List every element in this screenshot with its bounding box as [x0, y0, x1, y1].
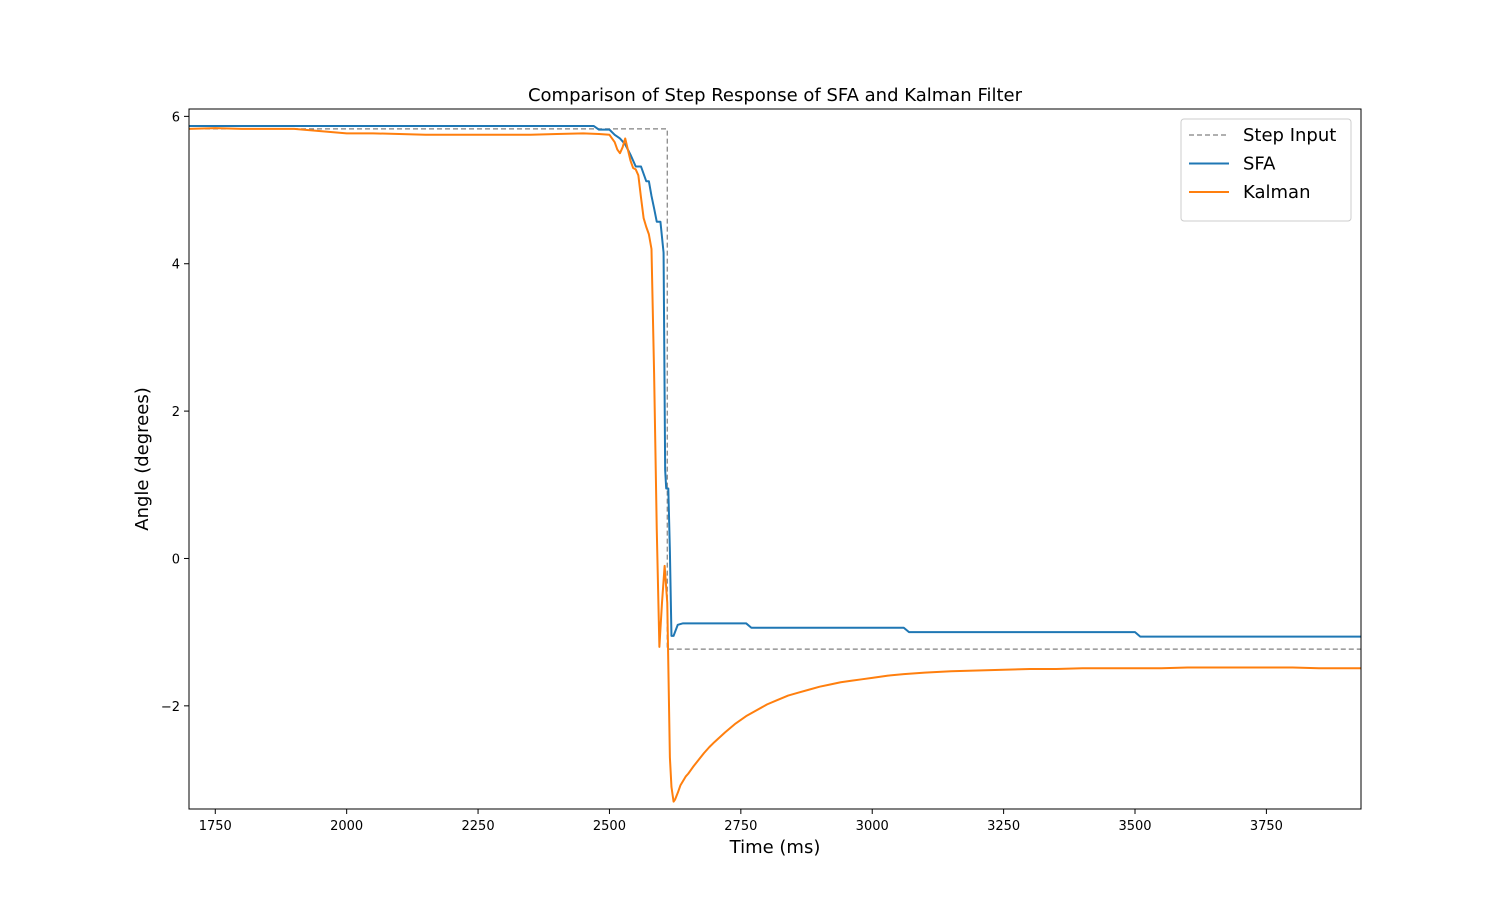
y-axis-label: Angle (degrees): [132, 387, 153, 530]
legend-box: [1180, 118, 1352, 222]
plot-frame: [188, 108, 1362, 810]
plot-background: [189, 109, 1361, 809]
legend-label: SFA: [1243, 154, 1276, 175]
x-tick-label: 3500: [1118, 819, 1151, 834]
x-tick-label: 1750: [199, 819, 232, 834]
series-line-kalman: [189, 127, 1361, 803]
y-tick-label: −2: [161, 700, 180, 715]
legend-label: Kalman: [1243, 182, 1311, 203]
x-tick-label: 3750: [1250, 819, 1283, 834]
legend: Step Input SFA Kalman: [1180, 118, 1352, 222]
x-axis: 1750 2000 2250 2500 2750 3000 3250 3500 3750: [199, 809, 1283, 834]
plot-area: [188, 108, 1362, 810]
y-tick-label: 6: [172, 110, 180, 125]
x-tick-label: 3000: [856, 819, 889, 834]
x-tick-label: 3250: [987, 819, 1020, 834]
y-tick-label: 2: [172, 405, 180, 420]
x-tick-label: 2750: [724, 819, 757, 834]
x-tick-label: 2000: [330, 819, 363, 834]
series-layer: [189, 124, 1361, 803]
y-tick-label: 4: [172, 258, 180, 273]
y-tick-label: 0: [172, 552, 180, 567]
x-tick-label: 2500: [593, 819, 626, 834]
y-axis: −2 0 2 4 6: [161, 110, 189, 715]
series-line-step-input: [189, 128, 1361, 650]
legend-label: Step Input: [1243, 125, 1336, 146]
chart-title: Comparison of Step Response of SFA and K…: [528, 85, 1023, 106]
series-line-sfa: [189, 124, 1361, 638]
x-axis-label: Time (ms): [729, 837, 821, 858]
x-tick-label: 2250: [462, 819, 495, 834]
